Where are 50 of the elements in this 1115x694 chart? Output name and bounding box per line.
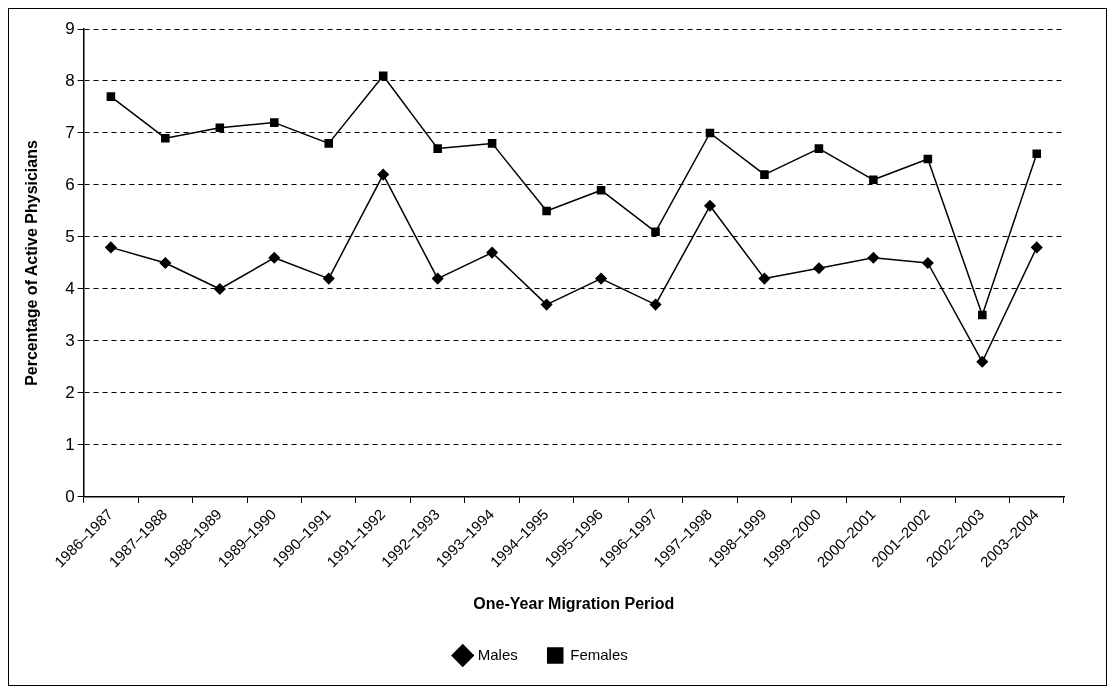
point bbox=[760, 170, 769, 179]
point bbox=[487, 139, 497, 148]
point bbox=[758, 272, 771, 285]
point bbox=[869, 175, 878, 185]
y-tick-label: 5 bbox=[65, 226, 75, 246]
y-tick-label: 4 bbox=[65, 278, 75, 298]
point bbox=[814, 144, 824, 153]
point bbox=[1032, 149, 1042, 159]
point bbox=[922, 257, 934, 269]
y-tick-label: 2 bbox=[65, 382, 75, 402]
point bbox=[976, 356, 989, 368]
point bbox=[322, 272, 335, 285]
point bbox=[377, 168, 389, 181]
point bbox=[540, 298, 553, 311]
point bbox=[542, 206, 551, 216]
point bbox=[431, 272, 444, 285]
point bbox=[268, 252, 281, 264]
y-tick-label: 6 bbox=[65, 174, 75, 194]
y-tick-label: 8 bbox=[65, 70, 75, 90]
y-tick-label: 3 bbox=[65, 330, 75, 350]
point bbox=[596, 185, 606, 195]
point bbox=[705, 128, 715, 138]
point bbox=[978, 310, 987, 320]
point bbox=[269, 118, 279, 127]
point bbox=[159, 257, 172, 269]
y-tick-label: 0 bbox=[65, 486, 75, 506]
point bbox=[433, 144, 442, 153]
point bbox=[161, 133, 170, 143]
point bbox=[214, 283, 226, 295]
point bbox=[867, 252, 880, 264]
point bbox=[324, 139, 334, 148]
legend-label: Males bbox=[477, 645, 518, 663]
y-tick-label: 9 bbox=[65, 18, 75, 38]
y-tick-label: 1 bbox=[65, 434, 75, 454]
x-axis-title: One-Year Migration Period bbox=[473, 594, 675, 612]
point bbox=[704, 200, 716, 212]
y-axis-title: Percentage of Active Physicians bbox=[23, 140, 41, 386]
point bbox=[813, 262, 825, 274]
point bbox=[1031, 241, 1043, 254]
y-tick-label: 7 bbox=[65, 122, 75, 142]
point bbox=[106, 92, 116, 101]
point bbox=[105, 241, 117, 254]
point bbox=[215, 123, 225, 133]
point bbox=[595, 272, 607, 285]
point bbox=[378, 71, 388, 81]
point bbox=[923, 154, 933, 164]
point bbox=[651, 227, 660, 237]
point bbox=[649, 298, 662, 311]
legend-label: Females bbox=[570, 645, 628, 663]
point bbox=[486, 246, 498, 259]
